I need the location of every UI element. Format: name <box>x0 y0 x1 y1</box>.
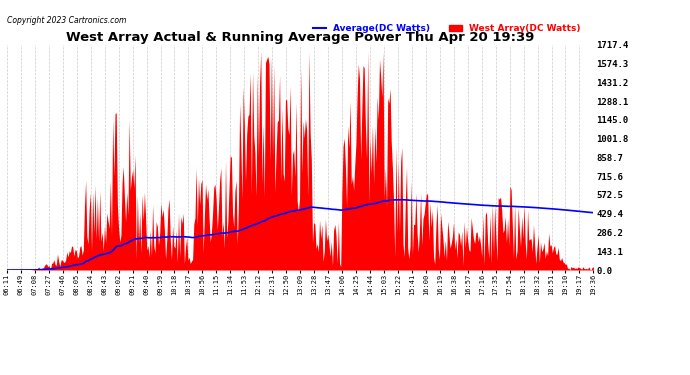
Legend: Average(DC Watts), West Array(DC Watts): Average(DC Watts), West Array(DC Watts) <box>309 20 584 36</box>
Text: Copyright 2023 Cartronics.com: Copyright 2023 Cartronics.com <box>7 16 126 25</box>
Title: West Array Actual & Running Average Power Thu Apr 20 19:39: West Array Actual & Running Average Powe… <box>66 31 534 44</box>
